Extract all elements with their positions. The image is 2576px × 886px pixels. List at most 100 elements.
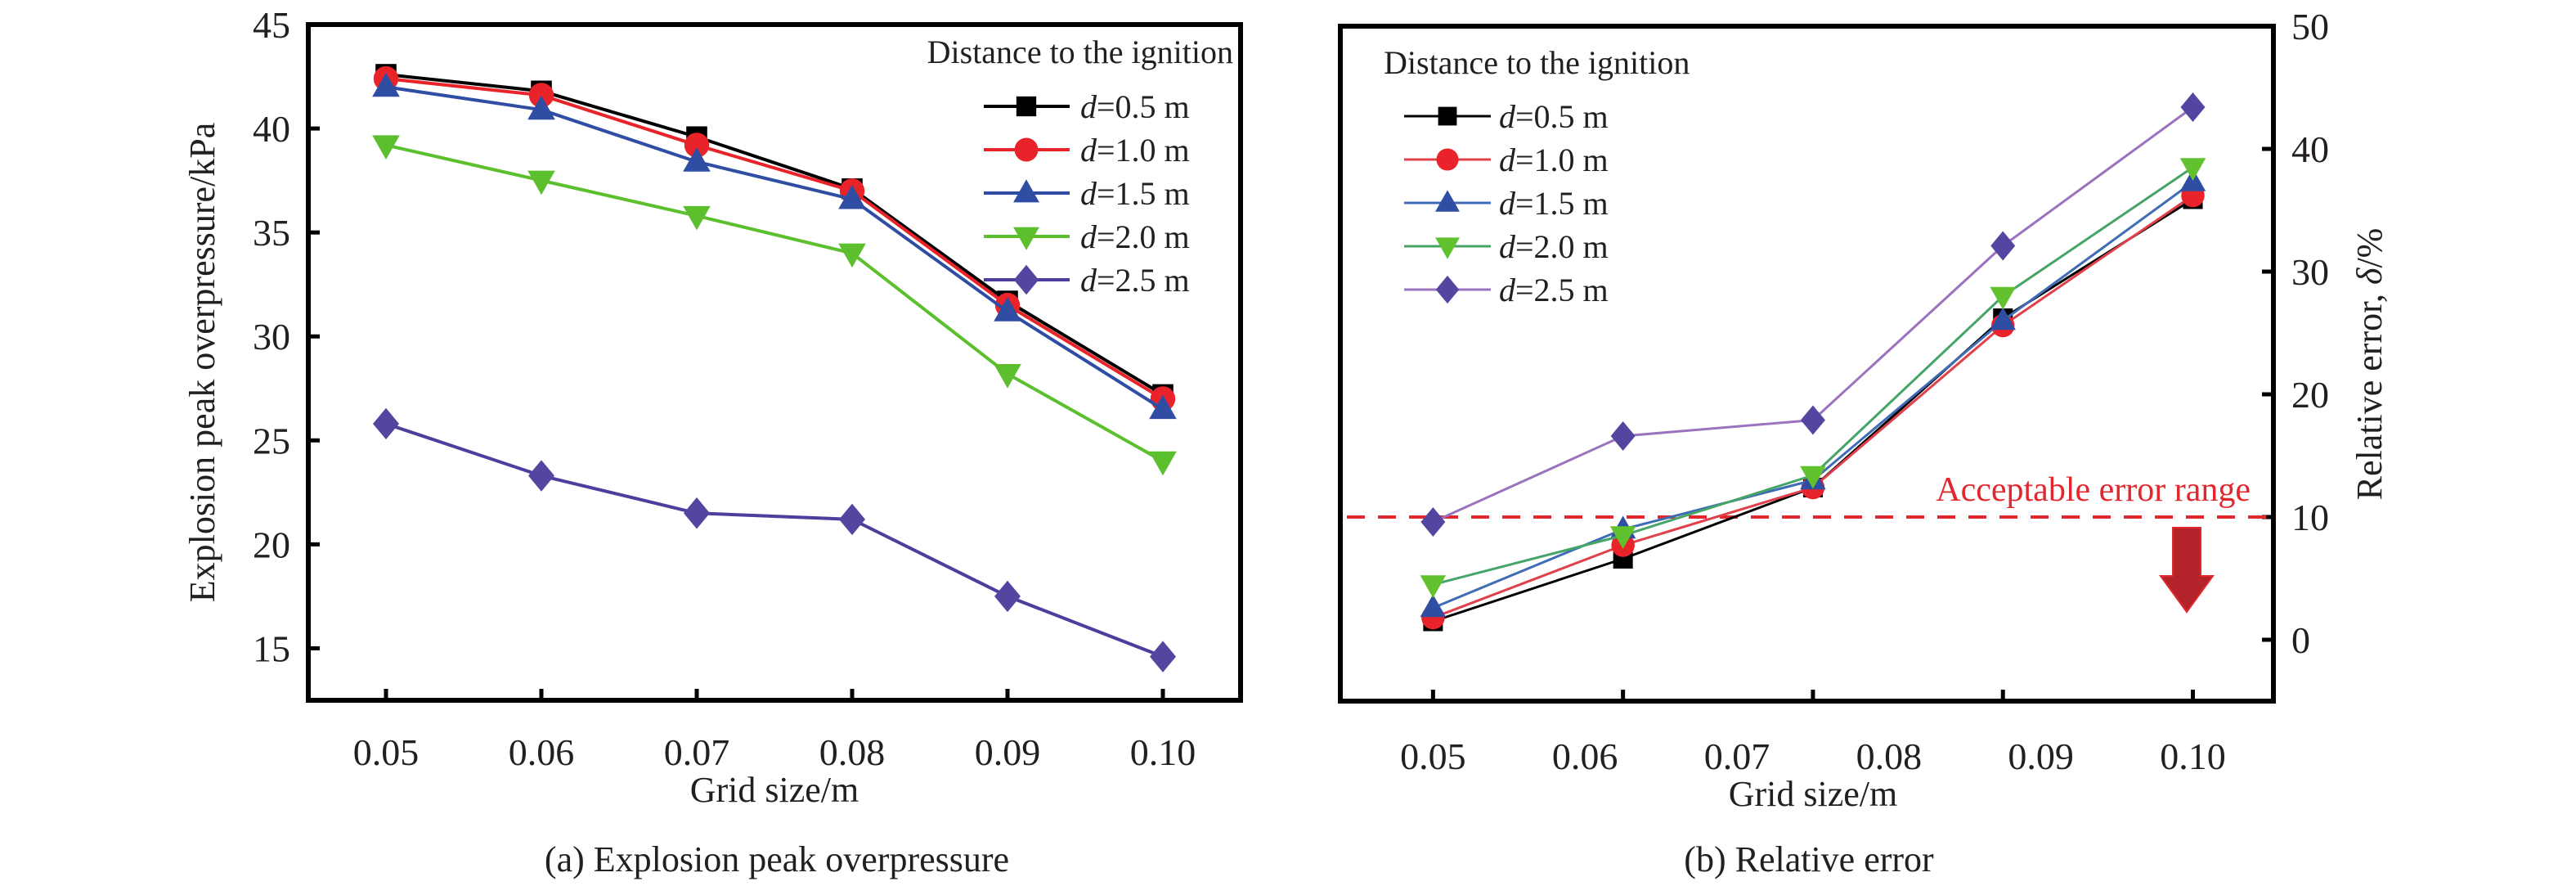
legend-a: Distance to the ignition d=0.5 md=1.0 md…: [927, 34, 1233, 299]
y-ticks-a: 15 20 25 30 35 40 45: [253, 4, 320, 669]
legend-marker-icon: [1435, 237, 1460, 259]
legend-label-var: d: [1080, 262, 1097, 299]
legend-label-value: =1.0 m: [1515, 142, 1609, 178]
legend-label-var: d: [1499, 228, 1516, 265]
legend-label-var: d: [1499, 272, 1516, 308]
legend-item: d=2.5 m: [984, 262, 1190, 299]
series-line: [385, 77, 1165, 401]
legend-title-b: Distance to the ignition: [1384, 44, 1690, 81]
series-b: [1420, 92, 2206, 632]
y-axis-title-b-unit: /%: [2349, 228, 2390, 268]
x-tick-label: 0.10: [1130, 731, 1196, 773]
plot-frame-a: [306, 22, 1243, 703]
series-d-2-5-m: [1420, 92, 2206, 537]
y-ticks-b: 0 10 20 30 40 50: [2262, 6, 2329, 661]
legend-label-var: d: [1080, 88, 1097, 125]
data-point: [1800, 465, 1826, 489]
data-point: [1420, 575, 1447, 598]
data-point: [2180, 92, 2206, 122]
x-tick-label: 0.06: [1552, 735, 1618, 777]
legend-label-var: d: [1499, 98, 1516, 135]
caption-a: (a) Explosion peak overpressure: [545, 839, 1009, 879]
legend-item: d=1.5 m: [1404, 185, 1609, 222]
x-tick-label: 0.05: [1400, 735, 1466, 777]
series-d-2-0-m: [372, 135, 1177, 476]
y-tick-label: 10: [2291, 497, 2329, 538]
legend-b: Distance to the ignition d=0.5 md=1.0 md…: [1384, 44, 1690, 308]
legend-marker-icon: [1436, 148, 1459, 171]
data-point: [683, 205, 711, 231]
x-ticks-a: 0.05 0.06 0.07 0.08 0.09 0.10: [353, 689, 1196, 773]
acceptable-error-label: Acceptable error range: [1936, 471, 2251, 509]
series-d-2-0-m: [1420, 158, 2206, 598]
data-point: [1420, 594, 1447, 618]
legend-marker-icon: [1013, 179, 1039, 203]
data-point: [1990, 286, 2016, 310]
legend-marker-icon: [1014, 137, 1039, 162]
legend-label: d=0.5 m: [1080, 88, 1190, 125]
data-point: [373, 407, 399, 440]
legend-label-value: =2.5 m: [1515, 272, 1609, 308]
y-axis-title-b-main: Relative error,: [2349, 285, 2390, 500]
down-arrow-icon: [2159, 527, 2215, 614]
series-line: [385, 422, 1164, 659]
data-point: [1990, 307, 2016, 331]
y-tick-label: 20: [253, 524, 290, 565]
caption-b: (b) Relative error: [1684, 839, 1934, 879]
x-tick-label: 0.09: [975, 731, 1041, 773]
y-tick-label: 45: [253, 4, 290, 46]
y-tick-label: 15: [253, 627, 290, 669]
y-tick-label: 40: [253, 108, 290, 150]
legend-item: d=0.5 m: [1404, 98, 1609, 135]
data-point: [994, 580, 1021, 613]
y-tick-label: 30: [2291, 251, 2329, 293]
data-point: [684, 133, 710, 158]
legend-label-value: =0.5 m: [1515, 98, 1609, 135]
legend-label: d=1.0 m: [1080, 132, 1190, 169]
legend-marker-icon: [1435, 275, 1460, 304]
x-tick-label: 0.06: [509, 731, 575, 773]
legend-label-value: =1.0 m: [1097, 132, 1190, 169]
data-point: [994, 363, 1021, 389]
series-line: [385, 73, 1165, 397]
data-point: [994, 297, 1021, 322]
x-tick-label: 0.10: [2160, 735, 2226, 777]
series-line: [385, 143, 1164, 463]
data-point: [1149, 451, 1177, 476]
series-a: [372, 64, 1177, 672]
legend-label: d=1.5 m: [1080, 175, 1190, 212]
legend-label: d=2.5 m: [1499, 272, 1609, 308]
x-tick-label: 0.08: [819, 731, 886, 773]
data-point: [1420, 507, 1446, 537]
legend-label-var: d: [1080, 175, 1097, 212]
x-tick-label: 0.07: [664, 731, 730, 773]
legend-label-value: =2.0 m: [1515, 228, 1609, 265]
y-axis-title-b: Relative error, δ/%: [2349, 228, 2390, 501]
x-tick-label: 0.07: [1704, 735, 1770, 777]
x-tick-label: 0.08: [1856, 735, 1923, 777]
data-point: [2179, 158, 2206, 181]
legend-label-value: =2.5 m: [1097, 262, 1190, 299]
legend-marker-icon: [1016, 96, 1037, 117]
series-d-1-0-m: [373, 65, 1176, 412]
data-point: [527, 95, 555, 120]
data-point: [839, 503, 865, 536]
x-axis-title-b: Grid size/m: [1729, 774, 1898, 814]
legend-marker-icon: [1435, 190, 1460, 212]
legend-item: d=1.0 m: [1404, 142, 1609, 178]
legend-item: d=2.0 m: [1404, 228, 1609, 265]
y-axis-title-b-symbol: δ: [2349, 267, 2390, 285]
data-point: [1609, 526, 1636, 549]
legend-label: d=2.0 m: [1080, 218, 1190, 255]
x-tick-label: 0.09: [2008, 735, 2074, 777]
legend-label: d=1.5 m: [1499, 185, 1609, 222]
legend-item: d=2.0 m: [984, 218, 1190, 255]
data-point: [684, 497, 710, 529]
data-point: [528, 83, 554, 108]
legend-marker-icon: [1013, 227, 1039, 250]
x-tick-label: 0.05: [353, 731, 420, 773]
series-line: [385, 85, 1165, 411]
legend-label-var: d: [1080, 132, 1097, 169]
data-point: [1990, 231, 2016, 261]
